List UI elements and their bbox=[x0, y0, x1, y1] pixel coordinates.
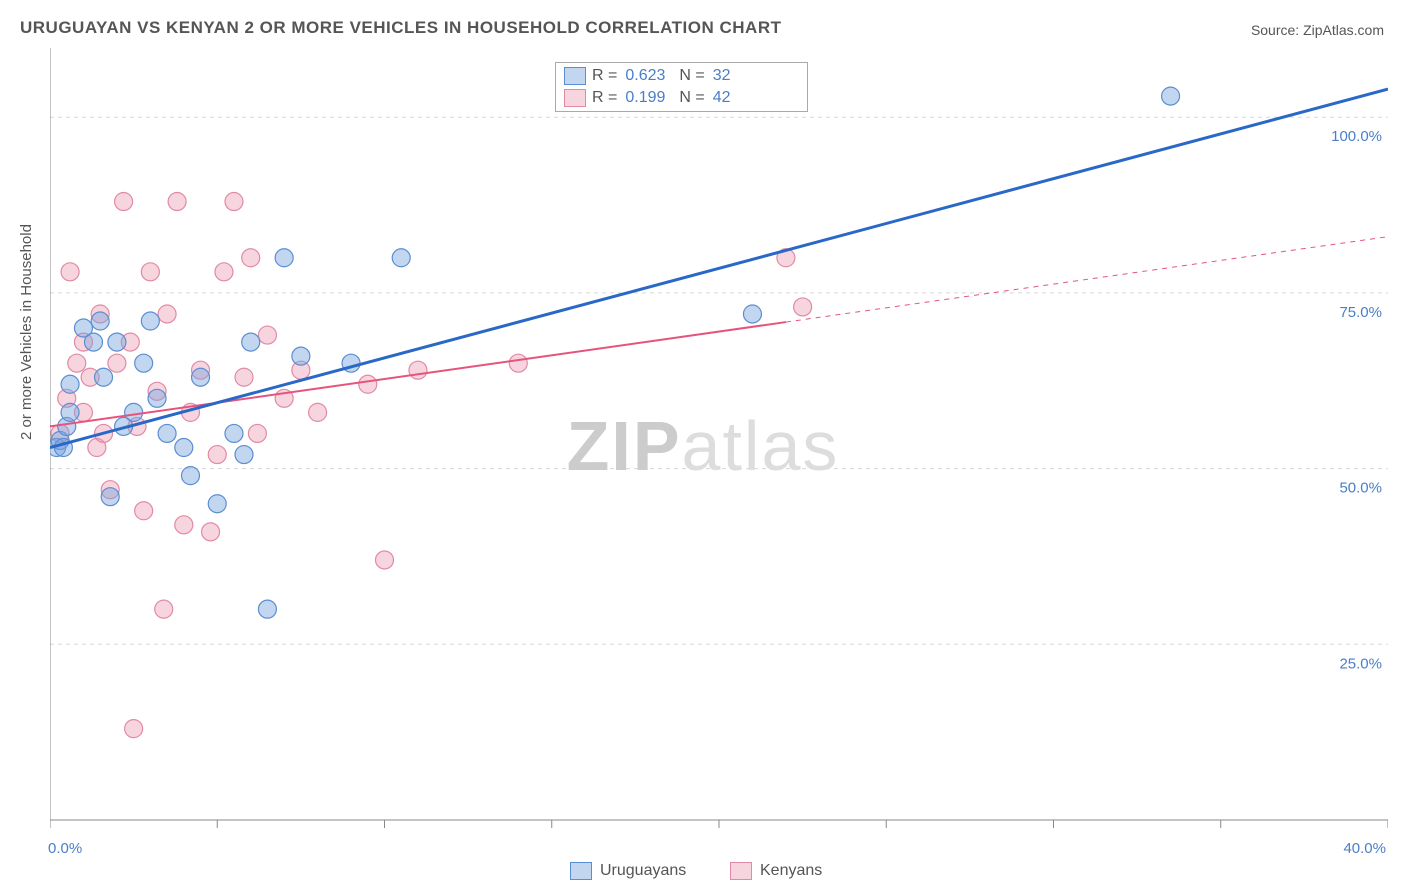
swatch-uruguayans-icon bbox=[564, 67, 586, 85]
legend-stats-row-uruguayans: R = 0.623 N = 32 bbox=[564, 65, 799, 87]
x-tick-label: 0.0% bbox=[48, 840, 82, 857]
svg-text:25.0%: 25.0% bbox=[1339, 655, 1382, 672]
swatch-kenyans-icon bbox=[564, 89, 586, 107]
source-label: Source: ZipAtlas.com bbox=[1251, 22, 1384, 38]
legend-stats-box: R = 0.623 N = 32 R = 0.199 N = 42 bbox=[555, 62, 808, 112]
legend-bottom-uruguayans: Uruguayans bbox=[570, 862, 686, 880]
r-label: R = bbox=[592, 67, 617, 85]
svg-text:100.0%: 100.0% bbox=[1331, 128, 1382, 145]
y-axis-label: 2 or more Vehicles in Household bbox=[18, 224, 35, 440]
legend-label-uruguayans: Uruguayans bbox=[600, 862, 686, 880]
chart-title: URUGUAYAN VS KENYAN 2 OR MORE VEHICLES I… bbox=[20, 18, 782, 38]
legend-bottom-kenyans: Kenyans bbox=[730, 862, 822, 880]
r-label: R = bbox=[592, 89, 617, 107]
svg-text:50.0%: 50.0% bbox=[1339, 480, 1382, 497]
swatch-kenyans-icon bbox=[730, 862, 752, 880]
svg-text:75.0%: 75.0% bbox=[1339, 304, 1382, 321]
legend-label-kenyans: Kenyans bbox=[760, 862, 822, 880]
n-value-kenyans: 42 bbox=[713, 89, 731, 107]
r-value-kenyans: 0.199 bbox=[625, 89, 665, 107]
correlation-chart: 25.0% 50.0% 75.0% 100.0% bbox=[50, 48, 1388, 838]
n-label: N = bbox=[679, 67, 704, 85]
n-label: N = bbox=[679, 89, 704, 107]
r-value-uruguayans: 0.623 bbox=[625, 67, 665, 85]
x-tick-label: 40.0% bbox=[1343, 840, 1386, 857]
swatch-uruguayans-icon bbox=[570, 862, 592, 880]
legend-stats-row-kenyans: R = 0.199 N = 42 bbox=[564, 87, 799, 109]
n-value-uruguayans: 32 bbox=[713, 67, 731, 85]
